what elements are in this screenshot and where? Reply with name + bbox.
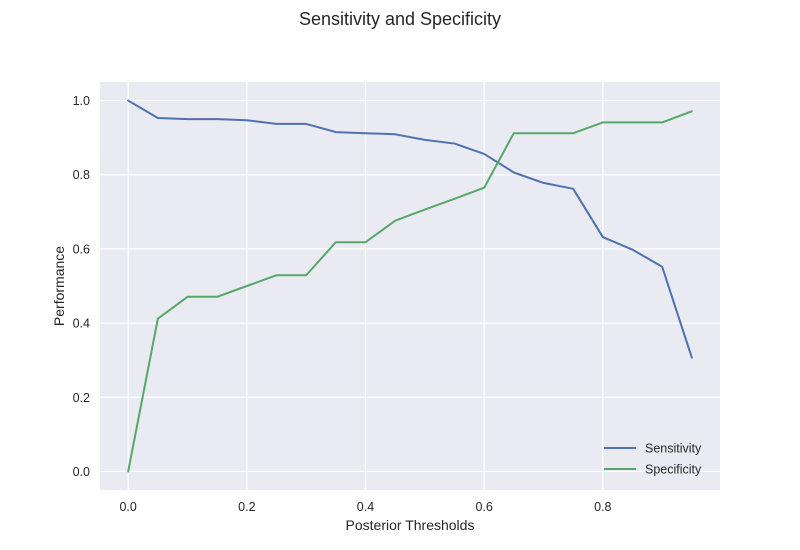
x-tick-label: 0.8 <box>594 500 611 514</box>
x-axis-ticks: 0.0 0.2 0.4 0.6 0.8 <box>119 500 611 514</box>
x-tick-label: 0.6 <box>475 500 492 514</box>
y-tick-label: 1.0 <box>73 94 90 108</box>
x-tick-label: 0.2 <box>238 500 255 514</box>
plot-area <box>100 82 720 490</box>
legend-label-specificity: Specificity <box>645 463 702 477</box>
legend: Sensitivity Specificity <box>604 442 702 477</box>
y-axis-ticks: 0.0 0.2 0.4 0.6 0.8 1.0 <box>73 94 90 479</box>
chart-title: Sensitivity and Specificity <box>299 9 501 29</box>
series-line-specificity <box>127 110 693 473</box>
y-axis-label: Performance <box>51 246 67 326</box>
y-tick-label: 0.2 <box>73 391 90 405</box>
legend-label-sensitivity: Sensitivity <box>645 442 702 456</box>
y-tick-label: 0.6 <box>73 242 90 256</box>
y-tick-label: 0.0 <box>73 465 90 479</box>
x-axis-label: Posterior Thresholds <box>346 517 475 533</box>
series-layer <box>127 99 693 473</box>
grid <box>100 82 720 490</box>
x-tick-label: 0.0 <box>119 500 136 514</box>
series-line-sensitivity <box>127 99 693 359</box>
y-tick-label: 0.8 <box>73 168 90 182</box>
y-tick-label: 0.4 <box>73 317 90 331</box>
x-tick-label: 0.4 <box>357 500 374 514</box>
